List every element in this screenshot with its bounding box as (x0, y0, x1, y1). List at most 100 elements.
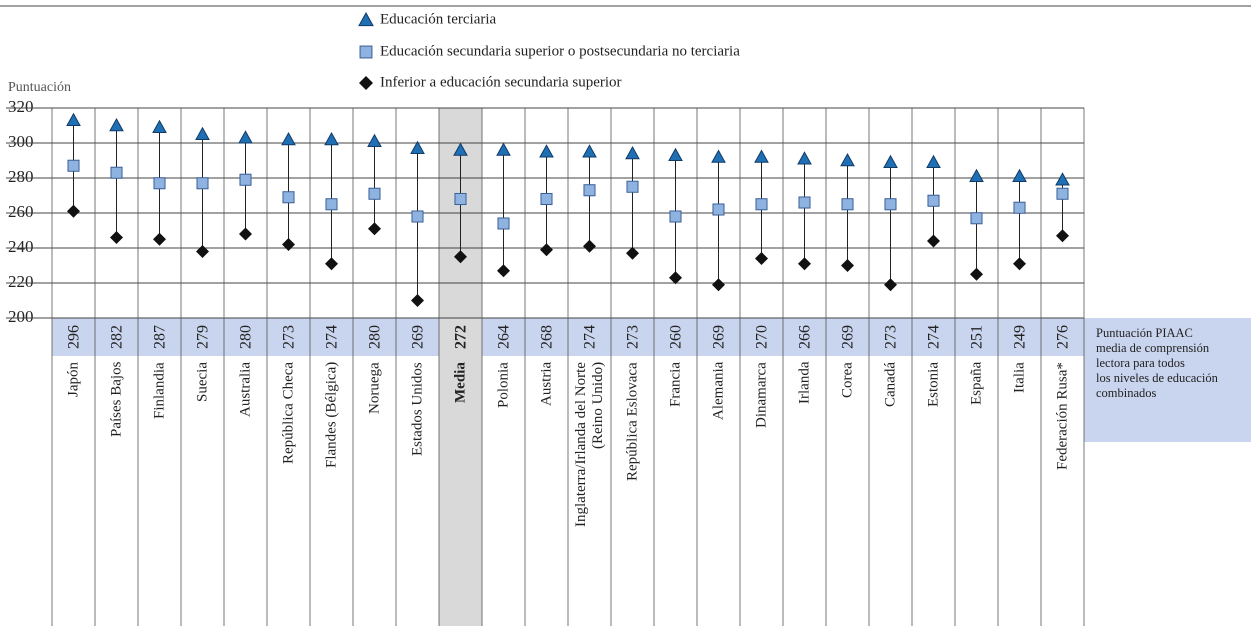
category-label: Austria (538, 362, 554, 407)
point-square (1013, 201, 1026, 214)
point-square (368, 187, 381, 200)
mean-score: 282 (108, 325, 125, 349)
point-triangle (367, 133, 382, 147)
legend-marker (359, 45, 373, 59)
category-label: Estonia (925, 362, 941, 407)
mean-score: 280 (237, 325, 254, 349)
category-label: Corea (839, 362, 855, 398)
category-label: Países Bajos (108, 362, 124, 438)
point-triangle (668, 147, 683, 161)
point-triangle (1055, 172, 1070, 186)
category-label: Canadá (882, 362, 898, 407)
category-label: Japón (65, 362, 81, 397)
category-label: Irlanda (796, 362, 812, 405)
category-label: Italia (1011, 362, 1027, 393)
point-triangle (109, 117, 124, 132)
point-square (110, 166, 123, 179)
category-label: Polonia (495, 362, 511, 408)
point-diamond (497, 264, 510, 278)
point-diamond (196, 245, 209, 258)
point-square (497, 217, 510, 230)
point-diamond (841, 259, 854, 272)
category-label: España (968, 362, 984, 406)
point-diamond (927, 234, 940, 248)
point-square (196, 177, 209, 190)
mean-score: 264 (495, 325, 512, 349)
mean-score: 274 (925, 325, 942, 349)
point-square (970, 212, 983, 225)
category-label: Dinamarca (753, 362, 769, 428)
point-diamond (411, 294, 424, 307)
point-triangle (453, 142, 468, 156)
point-square (67, 159, 80, 172)
point-triangle (797, 151, 812, 165)
mean-score: 269 (839, 325, 856, 349)
mean-score: 272 (452, 325, 469, 349)
mean-score: 279 (194, 325, 211, 349)
point-diamond (970, 267, 983, 281)
point-diamond (884, 278, 897, 292)
point-diamond (1056, 229, 1069, 243)
point-diamond (583, 239, 596, 253)
y-tick-label: 220 (8, 272, 34, 291)
point-triangle (625, 145, 640, 160)
mean-score: 266 (796, 325, 813, 349)
point-triangle (410, 140, 425, 154)
point-diamond (110, 231, 123, 244)
category-label: Noruega (366, 362, 382, 414)
mean-score: 287 (151, 325, 168, 349)
point-diamond (798, 257, 811, 271)
mean-score: 268 (538, 325, 555, 349)
mean-score: 280 (366, 325, 383, 349)
mean-score: 273 (624, 325, 641, 349)
category-label: Alemania (710, 362, 726, 421)
y-tick-label: 280 (8, 167, 34, 186)
category-label: Federación Rusa* (1054, 362, 1070, 470)
y-tick-label: 260 (8, 202, 34, 221)
mean-score: 273 (882, 325, 899, 349)
point-diamond (368, 222, 381, 236)
category-label: Australia (237, 362, 253, 417)
point-square (239, 173, 252, 186)
point-square (798, 196, 811, 209)
mean-score: 260 (667, 325, 684, 349)
category-label: Inglaterra/Irlanda del Norte (Reino Unid… (572, 362, 606, 527)
point-triangle (324, 131, 339, 146)
category-label: Suecia (194, 362, 210, 402)
point-square (626, 180, 639, 193)
point-square (927, 194, 940, 207)
category-label: Estados Unidos (409, 362, 425, 456)
category-label: República Eslovaca (624, 362, 640, 481)
mean-score: 273 (280, 325, 297, 349)
mean-score: 274 (323, 325, 340, 349)
category-label: República Checa (280, 362, 296, 465)
point-diamond (67, 204, 80, 218)
point-square (1056, 187, 1069, 200)
point-square (454, 192, 467, 206)
legend-marker (358, 11, 374, 27)
mean-score: 269 (710, 325, 727, 349)
point-triangle (840, 152, 855, 167)
point-triangle (195, 126, 210, 140)
point-triangle (582, 144, 597, 158)
point-diamond (325, 257, 338, 271)
y-tick-label: 300 (8, 132, 34, 151)
point-diamond (454, 250, 467, 264)
point-triangle (711, 149, 726, 163)
category-label: Flandes (Bélgica) (323, 362, 339, 469)
point-square (712, 203, 725, 216)
y-tick-label: 200 (8, 307, 34, 326)
category-label: Media (452, 362, 468, 403)
point-diamond (626, 246, 639, 260)
mean-score: 249 (1011, 325, 1028, 349)
legend-label: Educación terciaria (380, 11, 497, 27)
mean-note-band (1084, 318, 1251, 442)
point-square (841, 198, 854, 211)
point-square (540, 192, 553, 206)
point-square (583, 184, 596, 197)
point-diamond (712, 278, 725, 292)
mean-score: 251 (968, 325, 985, 349)
point-triangle (281, 131, 296, 146)
point-diamond (282, 238, 295, 251)
mean-score: 269 (409, 325, 426, 349)
